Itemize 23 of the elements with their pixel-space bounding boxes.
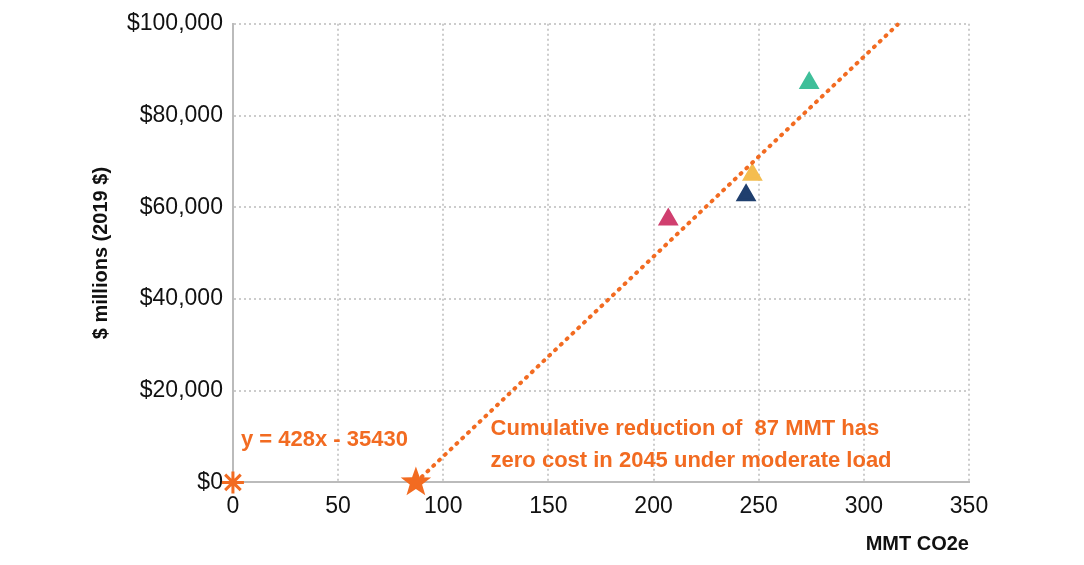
- y-tick-label: $60,000: [139, 192, 223, 219]
- y-tick-label: $20,000: [139, 376, 223, 403]
- x-tick-label: 50: [325, 491, 351, 518]
- x-tick-label: 300: [844, 491, 884, 518]
- point: [736, 184, 756, 202]
- y-tick-label: $100,000: [126, 9, 223, 36]
- x-tick-label: 100: [424, 491, 463, 518]
- y-axis-title: $ millions (2019 $): [88, 166, 111, 340]
- y-tick-label: $40,000: [139, 284, 223, 311]
- y-tick-label: $80,000: [139, 100, 223, 127]
- x-tick-label: 200: [634, 491, 673, 518]
- x-tick-label: 150: [529, 491, 568, 518]
- x-tick-label: 350: [949, 491, 989, 518]
- point: [400, 466, 432, 496]
- point: [658, 209, 678, 226]
- annotation: Cumulative reduction of 87 MMT has zero cost in 2045 under moderate load: [490, 415, 892, 473]
- y-tick-label: $0: [197, 467, 223, 494]
- point: [799, 72, 819, 89]
- annotation: y = 428x - 35430: [240, 426, 408, 452]
- x-tick-label: 0: [226, 491, 240, 518]
- x-tick-label: 250: [739, 491, 778, 518]
- x-axis-title: MMT CO2e: [865, 531, 969, 554]
- point: [743, 164, 762, 181]
